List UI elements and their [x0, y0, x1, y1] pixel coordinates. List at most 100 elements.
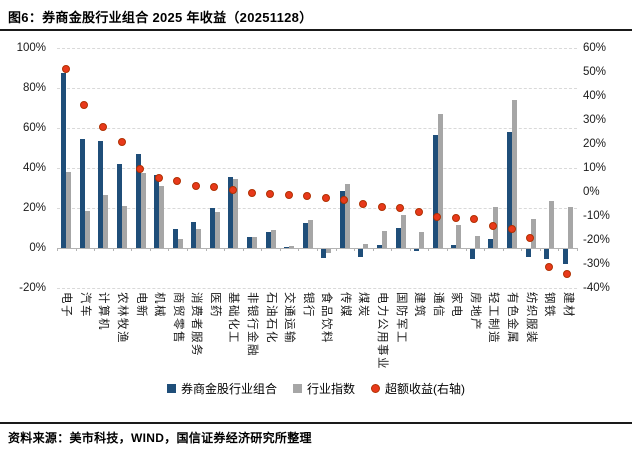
excess-return-dot	[98, 122, 107, 131]
gridline	[57, 128, 577, 129]
bar-index	[289, 246, 295, 248]
axis-tick	[409, 248, 411, 251]
gridline	[57, 48, 577, 49]
category-label: 有色金属	[506, 292, 518, 344]
bar-index	[307, 220, 313, 248]
bar-portfolio	[265, 232, 271, 248]
category-label: 电新	[134, 292, 147, 318]
axis-tick	[335, 248, 337, 251]
axis-tick	[502, 248, 504, 251]
axis-tick	[224, 248, 226, 251]
excess-return-dot	[396, 204, 405, 213]
bar-portfolio	[154, 175, 160, 248]
bar-portfolio	[544, 249, 550, 259]
excess-return-dot	[154, 174, 163, 183]
category-label: 商贸零售	[171, 292, 184, 344]
bar-index	[196, 229, 202, 248]
category-label: 轻工制造	[487, 292, 500, 344]
bar-index	[437, 114, 443, 248]
y-axis-right-label: 60%	[583, 42, 607, 54]
bar-portfolio	[209, 208, 215, 248]
category-label: 交通运输	[283, 292, 296, 344]
axis-tick	[539, 248, 541, 251]
excess-return-dot	[266, 189, 275, 198]
y-axis-left-label: 80%	[22, 82, 46, 94]
axis-tick	[57, 248, 58, 251]
axis-tick	[391, 248, 393, 251]
gridline	[57, 88, 577, 89]
category-label: 汽车	[78, 292, 91, 318]
gridline	[57, 168, 577, 169]
axis-tick	[465, 248, 467, 251]
legend-item: 超额收益(右轴)	[371, 380, 465, 397]
y-axis-right-label: 20%	[583, 138, 607, 150]
bar-portfolio	[98, 141, 104, 248]
bar-index	[530, 219, 536, 248]
legend-square-marker	[293, 384, 302, 393]
axis-tick	[112, 248, 114, 251]
bar-portfolio	[414, 249, 420, 251]
category-label: 建筑	[413, 292, 426, 318]
excess-return-dot	[228, 186, 237, 195]
bar-portfolio	[247, 237, 252, 248]
excess-return-dot	[563, 270, 572, 279]
category-label: 家电	[450, 292, 463, 318]
bar-portfolio	[358, 249, 364, 257]
category-label: 石油石化	[264, 292, 277, 344]
bar-portfolio	[61, 73, 67, 248]
gridline	[57, 208, 577, 209]
category-label: 钢铁	[543, 292, 556, 318]
excess-return-dot	[414, 207, 423, 216]
excess-return-dot	[507, 224, 516, 233]
category-label: 农林牧渔	[116, 292, 128, 344]
excess-return-dot	[470, 215, 479, 224]
category-label: 房地产	[468, 292, 481, 331]
axis-tick	[577, 248, 578, 251]
axis-tick	[94, 248, 96, 251]
legend-label: 行业指数	[307, 382, 356, 396]
bar-index	[122, 206, 127, 248]
excess-return-dot	[488, 222, 497, 231]
bar-portfolio	[488, 239, 494, 248]
bar-index	[512, 100, 517, 248]
axis-tick	[149, 248, 151, 251]
category-label: 煤炭	[357, 292, 370, 318]
axis-tick	[131, 248, 133, 251]
chart-legend: 券商金股行业组合 行业指数 超额收益(右轴)	[0, 380, 632, 397]
category-label: 电力公用事业	[376, 292, 388, 370]
bar-portfolio	[172, 229, 178, 248]
axis-tick	[205, 248, 207, 251]
legend-label: 超额收益(右轴)	[385, 382, 466, 396]
bar-portfolio	[339, 191, 345, 248]
excess-return-dot	[303, 192, 312, 201]
y-axis-left-label: 100%	[16, 42, 46, 54]
axis-tick	[168, 248, 170, 251]
bar-portfolio	[284, 247, 290, 248]
y-axis-right-label: -30%	[583, 258, 610, 270]
bar-index	[214, 212, 220, 248]
gridline	[57, 288, 577, 289]
title-divider	[0, 29, 632, 31]
excess-return-dot	[526, 234, 535, 243]
y-axis-right-label: -20%	[583, 234, 610, 246]
category-label: 消费者服务	[190, 292, 203, 357]
y-axis-right-label: 10%	[583, 162, 607, 174]
bar-index	[177, 239, 183, 248]
bar-index	[363, 244, 369, 248]
bar-index	[382, 231, 387, 248]
legend-label: 券商金股行业组合	[180, 382, 277, 396]
axis-tick	[75, 248, 77, 251]
bar-portfolio	[469, 249, 475, 259]
y-axis-right-label: 30%	[583, 114, 607, 126]
excess-return-dot	[173, 176, 182, 185]
y-axis-left-label: -20%	[19, 282, 46, 294]
category-label: 基础化工	[227, 292, 240, 344]
axis-tick	[298, 248, 300, 251]
excess-return-dot	[247, 188, 256, 197]
source-note: 资料来源：美市科技，WIND，国信证券经济研究所整理	[8, 431, 312, 445]
axis-tick	[354, 248, 356, 251]
y-axis-left-label: 0%	[29, 242, 46, 254]
legend-item: 券商金股行业组合	[166, 380, 277, 397]
bar-index	[474, 236, 480, 248]
